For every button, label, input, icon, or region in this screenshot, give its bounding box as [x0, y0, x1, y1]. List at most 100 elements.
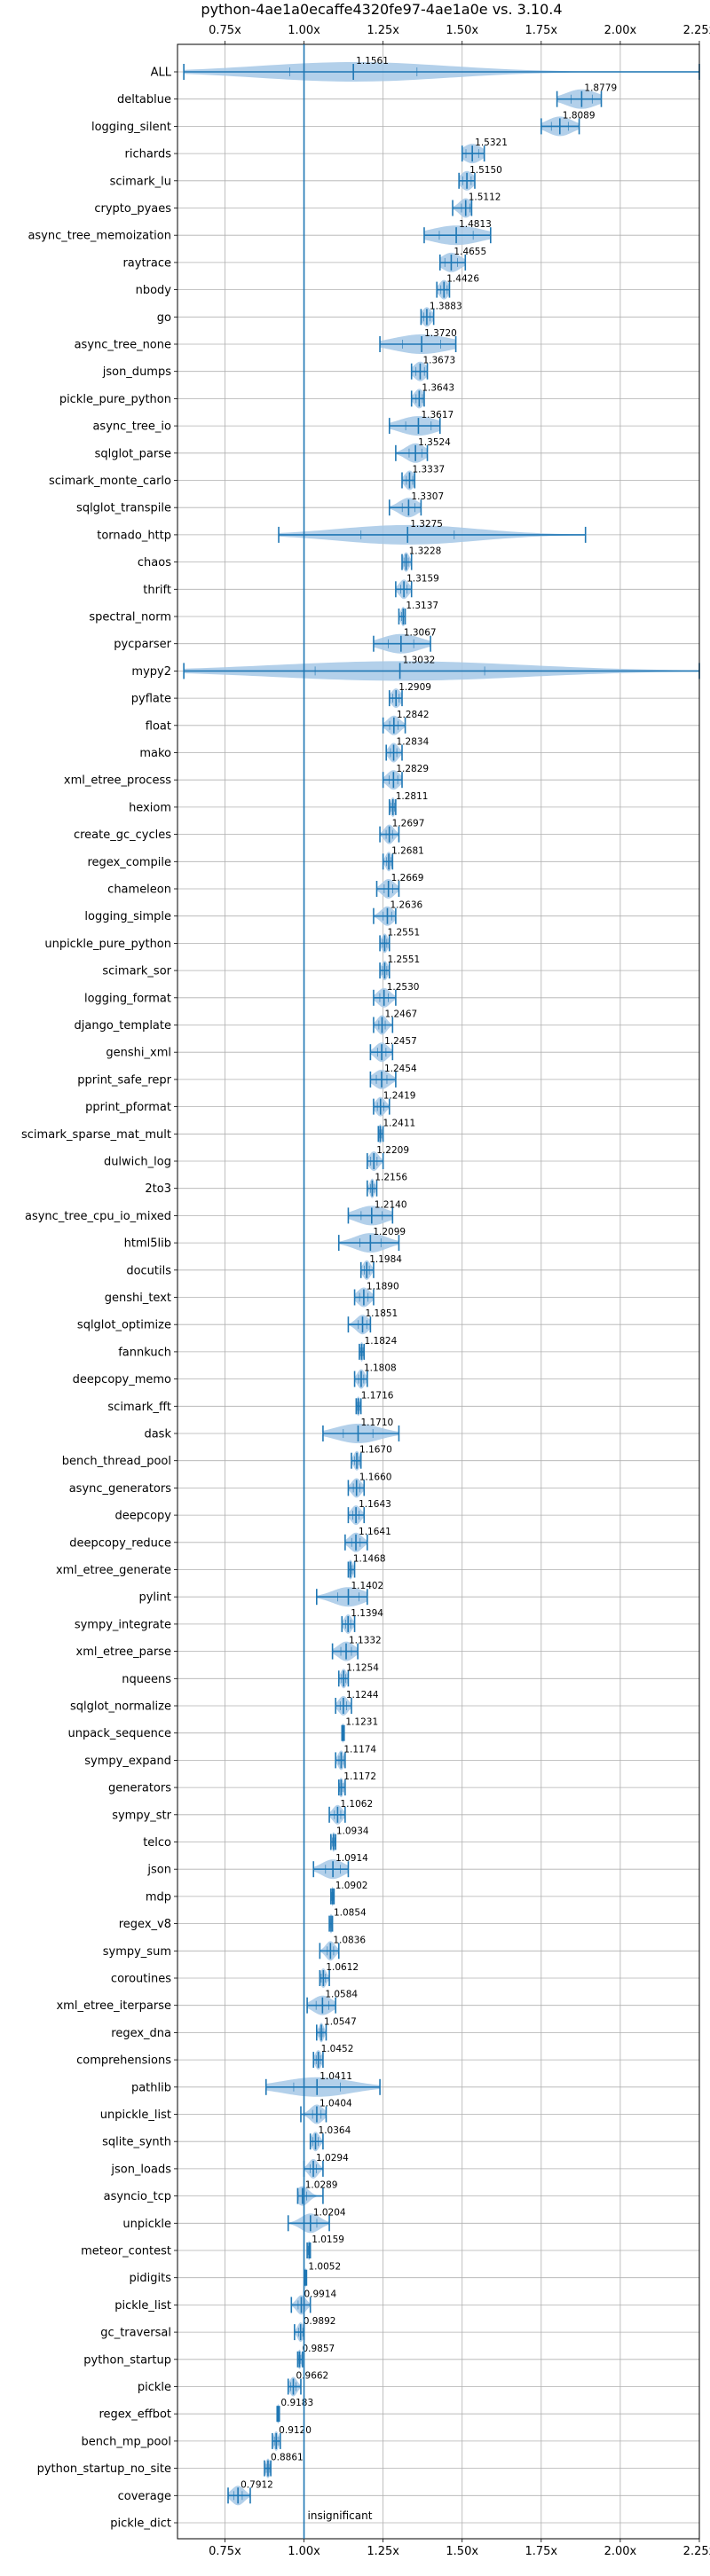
- benchmark-name-label: richards: [125, 148, 172, 161]
- x-tick-label-top: 0.75x: [209, 24, 241, 37]
- benchmark-name-label: json_loads: [110, 2163, 171, 2176]
- value-label: 1.3524: [418, 437, 451, 448]
- benchmark-name-label: xml_etree_iterparse: [56, 1999, 171, 2013]
- value-label: 0.9914: [304, 2289, 336, 2299]
- benchmark-name-label: pycparser: [114, 638, 171, 651]
- benchmark-name-label: json: [146, 1864, 171, 1877]
- x-tick-label-bottom: 0.75x: [209, 2545, 241, 2558]
- benchmark-name-label: unpickle_list: [100, 2109, 171, 2122]
- value-label: 0.9892: [304, 2316, 336, 2327]
- benchmark-name-label: go: [157, 311, 171, 325]
- value-label: 1.1062: [340, 1799, 373, 1810]
- benchmark-name-label: sympy_sum: [103, 1945, 171, 1959]
- value-label: 1.2156: [375, 1173, 407, 1183]
- benchmark-name-label: dulwich_log: [104, 1156, 171, 1169]
- benchmark-name-label: pickle: [138, 2381, 171, 2394]
- benchmark-name-label: async_tree_io: [92, 420, 171, 434]
- benchmark-name-label: pickle_dict: [110, 2517, 171, 2531]
- value-label: 1.1660: [359, 1472, 392, 1482]
- value-label: 1.1402: [351, 1581, 384, 1591]
- x-tick-label-top: 1.50x: [446, 24, 478, 37]
- benchmark-name-label: pylint: [138, 1591, 171, 1605]
- x-tick-label-top: 1.75x: [525, 24, 557, 37]
- benchmark-name-label: xml_etree_process: [64, 774, 171, 788]
- benchmark-name-label: fannkuch: [118, 1346, 171, 1359]
- value-label: 1.1808: [364, 1363, 397, 1374]
- value-label: 1.2842: [397, 710, 430, 720]
- benchmark-name-label: 2to3: [145, 1182, 171, 1196]
- value-label: 1.1670: [359, 1445, 392, 1456]
- x-tick-label-top: 2.25x: [683, 24, 710, 37]
- value-label: 1.1890: [367, 1282, 399, 1292]
- value-label: 1.2681: [391, 845, 424, 856]
- x-tick-label-bottom: 1.25x: [367, 2545, 399, 2558]
- value-label: 1.0934: [336, 1826, 369, 1837]
- benchmark-name-label: regex_dna: [111, 2027, 171, 2040]
- benchmark-name-label: genshi_text: [105, 1292, 171, 1305]
- x-tick-label-top: 1.25x: [367, 24, 399, 37]
- value-label: 0.9857: [302, 2344, 335, 2354]
- value-label: 1.1468: [353, 1554, 386, 1565]
- benchmark-name-label: json_dumps: [102, 365, 171, 379]
- benchmark-name-label: generators: [108, 1782, 171, 1795]
- value-label: 1.2209: [376, 1145, 409, 1156]
- benchmark-name-label: mdp: [146, 1890, 171, 1904]
- benchmark-name-label: deepcopy_memo: [73, 1373, 171, 1386]
- benchmark-name-label: bench_thread_pool: [62, 1455, 171, 1468]
- value-label: 1.1172: [343, 1771, 376, 1782]
- benchmark-name-label: scimark_sor: [102, 965, 171, 978]
- value-label: 1.0547: [324, 2016, 357, 2027]
- benchmark-name-label: coroutines: [111, 1973, 171, 1986]
- x-tick-label-top: 2.00x: [604, 24, 637, 37]
- value-label: 1.1231: [345, 1717, 378, 1728]
- benchmark-name-label: pathlib: [131, 2081, 171, 2094]
- value-label: 0.9120: [279, 2425, 312, 2436]
- insignificant-label: insignificant: [308, 2509, 373, 2522]
- benchmark-name-label: gc_traversal: [100, 2327, 171, 2340]
- value-label: 1.2829: [396, 764, 429, 774]
- benchmark-name-label: sqlglot_optimize: [77, 1319, 171, 1332]
- value-label: 1.3673: [422, 356, 455, 366]
- benchmark-name-label: chaos: [138, 556, 171, 569]
- value-label: 1.0612: [326, 1962, 359, 1973]
- value-label: 1.2811: [396, 791, 429, 802]
- benchmark-name-label: pickle_pure_python: [59, 393, 171, 406]
- value-label: 1.0404: [320, 2099, 352, 2109]
- chart-title: python-4ae1a0ecaffe4320fe97-4ae1a0e vs. …: [201, 1, 562, 18]
- benchmark-name-label: docutils: [126, 1264, 171, 1277]
- benchmark-name-label: scimark_lu: [110, 175, 171, 188]
- value-label: 1.2140: [375, 1199, 407, 1210]
- value-label: 1.5112: [469, 192, 501, 203]
- value-label: 1.0584: [325, 1990, 358, 2000]
- benchmark-name-label: mypy2: [131, 665, 171, 679]
- benchmark-name-label: sympy_str: [112, 1809, 171, 1822]
- value-label: 1.5321: [475, 137, 508, 148]
- value-label: 1.3067: [404, 628, 437, 639]
- benchmark-name-label: bench_mp_pool: [81, 2435, 171, 2448]
- benchmark-name-label: nqueens: [122, 1673, 171, 1686]
- value-label: 1.0411: [320, 2071, 352, 2082]
- value-label: 1.1244: [346, 1690, 379, 1700]
- benchmark-name-label: pprint_pformat: [85, 1101, 171, 1114]
- benchmark-name-label: unpickle_pure_python: [44, 938, 171, 951]
- value-label: 1.3137: [406, 601, 438, 611]
- benchmark-name-label: pidigits: [130, 2272, 172, 2285]
- value-label: 1.1716: [361, 1390, 394, 1401]
- value-label: 1.0289: [305, 2180, 338, 2191]
- value-label: 1.3275: [410, 519, 443, 530]
- benchmark-name-label: sympy_expand: [84, 1755, 171, 1768]
- benchmark-name-label: mako: [139, 747, 171, 760]
- grid-lines: [174, 41, 700, 2542]
- benchmark-name-label: sympy_integrate: [75, 1618, 171, 1631]
- value-label: 1.0364: [319, 2125, 351, 2136]
- value-label: 1.2834: [397, 737, 430, 748]
- value-label: 1.2454: [384, 1064, 417, 1074]
- x-tick-label-bottom: 1.00x: [288, 2545, 320, 2558]
- benchmark-name-label: logging_format: [84, 992, 171, 1005]
- value-label: 1.2909: [398, 682, 431, 693]
- value-label: 1.8089: [563, 110, 596, 121]
- value-label: 1.2697: [392, 819, 425, 829]
- labels: 0.75x 0.75x 1.00x 1.00x 1.25x 1.25x 1.50x 1.50x…: [21, 24, 710, 2558]
- benchmark-name-label: deltablue: [117, 93, 171, 106]
- benchmark-name-label: scimark_monte_carlo: [49, 475, 171, 488]
